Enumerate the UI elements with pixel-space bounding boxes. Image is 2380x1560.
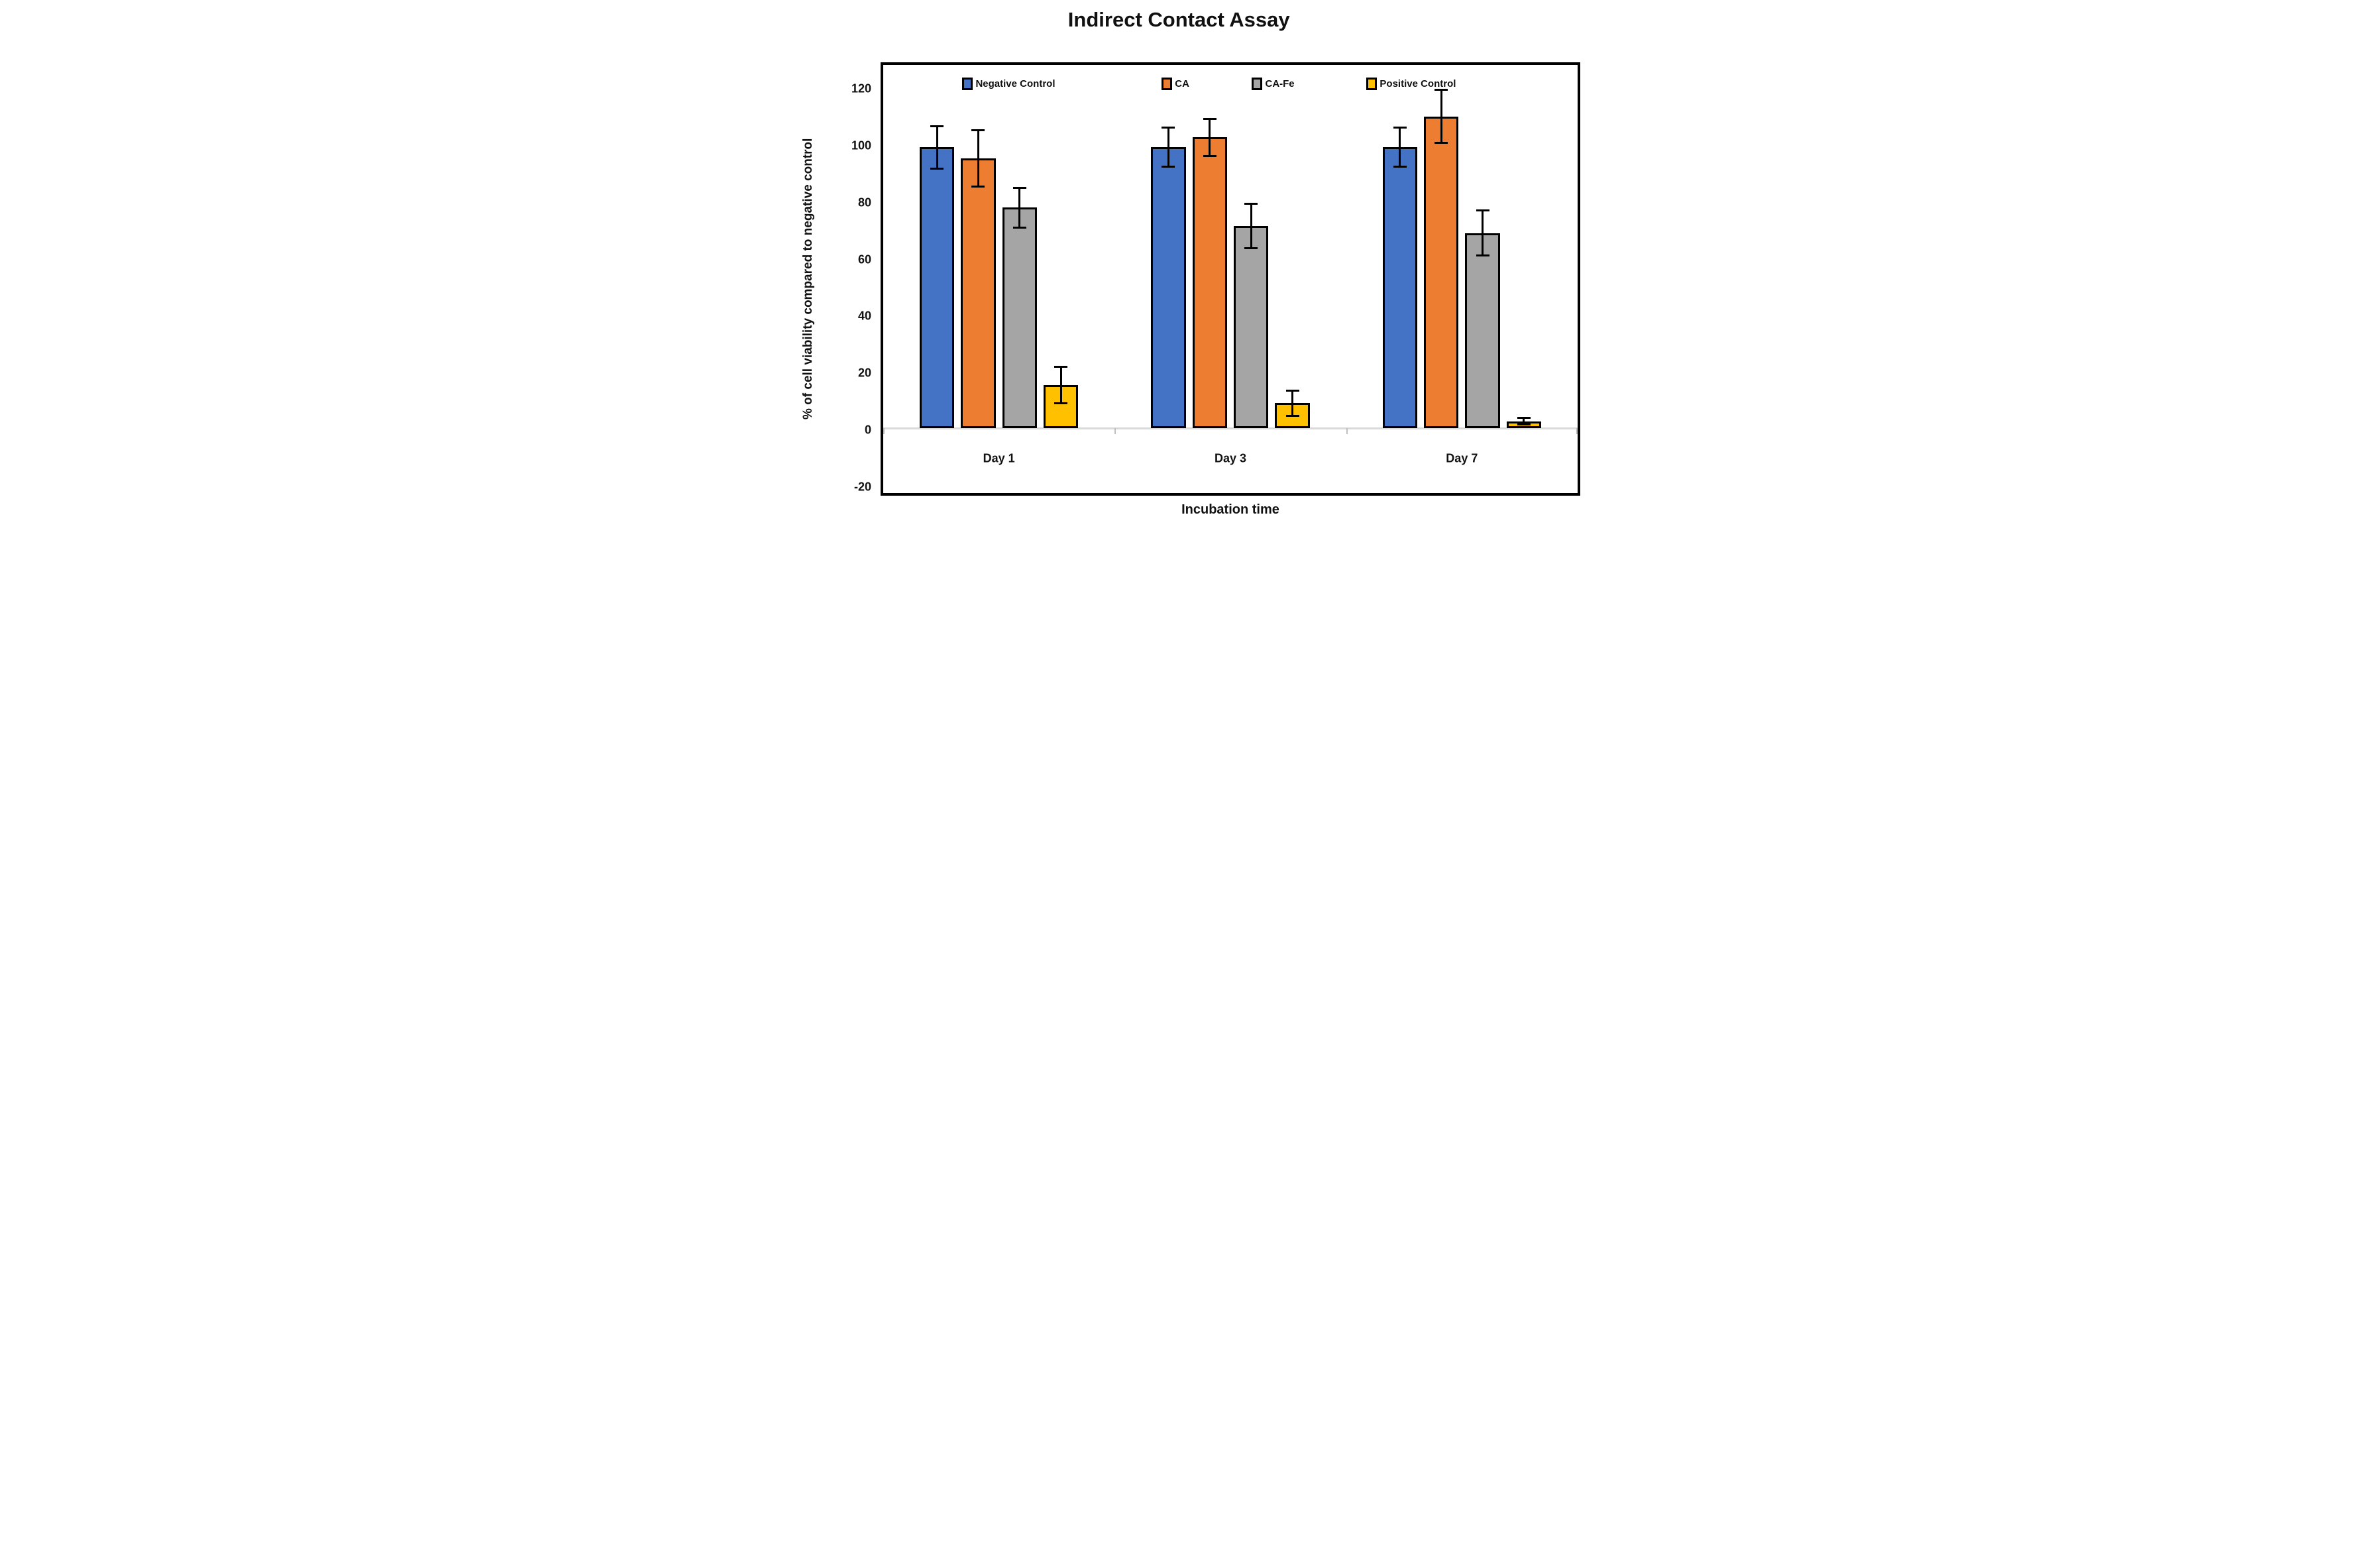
- error-bar-cap: [1012, 187, 1026, 190]
- y-tick-label-60: 60: [857, 252, 871, 266]
- error-bar-cap: [1162, 127, 1175, 129]
- category-axis-tick: [1576, 428, 1578, 435]
- error-bar-cap: [1054, 402, 1068, 404]
- category-label-day-1: Day 1: [983, 451, 1015, 465]
- chart-canvas: Indirect Contact Assay % of cell viabili…: [792, 0, 1588, 521]
- legend-item-ca: CA: [1162, 78, 1189, 91]
- error-bar-cap: [1434, 88, 1448, 91]
- error-bar-positive-control-day-7: [1523, 418, 1525, 425]
- y-tick-label-80: 80: [857, 195, 871, 209]
- y-tick-label--20: -20: [853, 480, 871, 494]
- category-label-day-3: Day 3: [1214, 451, 1247, 465]
- legend-marker-ca-fe-icon: [1252, 78, 1263, 91]
- error-bar-cap: [1244, 247, 1258, 250]
- category-label-day-7: Day 7: [1446, 451, 1478, 465]
- category-axis-tick: [1114, 428, 1116, 435]
- legend-marker-ca-icon: [1162, 78, 1173, 91]
- error-bar-cap: [1054, 365, 1068, 368]
- bar-ca-fe-day-1: [1002, 207, 1038, 429]
- bar-ca-fe-day-7: [1465, 233, 1500, 429]
- error-bar-cap: [971, 186, 985, 188]
- error-bar-cap: [1476, 209, 1489, 212]
- y-tick-label-100: 100: [851, 139, 871, 152]
- bar-ca-day-1: [961, 158, 996, 429]
- bar-ca-day-7: [1423, 116, 1459, 429]
- legend-marker-positive-control-icon: [1366, 78, 1378, 91]
- error-bar-cap: [1517, 417, 1531, 419]
- legend-label: Negative Control: [975, 78, 1055, 90]
- x-axis-title: Incubation time: [1181, 502, 1279, 517]
- error-bar-ca-fe-day-3: [1250, 203, 1252, 249]
- error-bar-cap: [1476, 254, 1489, 257]
- error-bar-cap: [1393, 127, 1407, 129]
- error-bar-cap: [1012, 226, 1026, 229]
- bar-negative-control-day-3: [1151, 147, 1186, 429]
- legend-label: Positive Control: [1379, 78, 1456, 90]
- error-bar-positive-control-day-3: [1291, 390, 1294, 416]
- y-tick-label-20: 20: [857, 366, 871, 380]
- bar-negative-control-day-7: [1382, 147, 1417, 429]
- error-bar-cap: [1285, 389, 1299, 392]
- bar-ca-fe-day-3: [1233, 226, 1269, 429]
- y-tick-label-0: 0: [864, 423, 871, 437]
- legend-item-ca-fe: CA-Fe: [1252, 78, 1295, 91]
- error-bar-cap: [1162, 166, 1175, 168]
- error-bar-cap: [930, 167, 944, 170]
- chart-title: Indirect Contact Assay: [1067, 8, 1290, 31]
- plot-area: Negative Control CA CA-Fe Positive Control D…: [881, 62, 1580, 496]
- y-tick-label-40: 40: [857, 309, 871, 323]
- category-axis-tick: [1346, 428, 1348, 435]
- error-bar-cap: [1203, 154, 1217, 157]
- category-axis-tick: [883, 428, 885, 435]
- error-bar-ca-fe-day-7: [1482, 210, 1484, 256]
- legend-label: CA: [1175, 78, 1189, 90]
- error-bar-negative-control-day-3: [1167, 127, 1169, 167]
- error-bar-cap: [1285, 414, 1299, 417]
- legend-item-negative-control: Negative Control: [962, 78, 1055, 91]
- error-bar-ca-day-3: [1209, 119, 1211, 156]
- legend-label: CA-Fe: [1265, 78, 1295, 90]
- error-bar-cap: [1517, 423, 1531, 426]
- legend-marker-negative-control-icon: [962, 78, 973, 91]
- error-bar-cap: [971, 129, 985, 132]
- bar-negative-control-day-1: [919, 147, 955, 429]
- legend-item-positive-control: Positive Control: [1366, 78, 1456, 91]
- error-bar-cap: [930, 125, 944, 127]
- error-bar-ca-day-7: [1440, 89, 1442, 143]
- error-bar-cap: [1393, 166, 1407, 168]
- error-bar-positive-control-day-1: [1059, 366, 1062, 404]
- error-bar-cap: [1203, 118, 1217, 121]
- y-axis-tick-labels: 120 100 80 60 40 20 0 -20: [792, 62, 875, 496]
- error-bar-ca-day-1: [977, 130, 979, 187]
- error-bar-cap: [1434, 142, 1448, 144]
- bar-ca-day-3: [1192, 137, 1227, 429]
- error-bar-negative-control-day-7: [1399, 127, 1401, 167]
- error-bar-ca-fe-day-1: [1018, 188, 1021, 228]
- zero-baseline: [883, 427, 1578, 430]
- y-tick-label-120: 120: [851, 82, 871, 95]
- error-bar-cap: [1244, 202, 1258, 205]
- error-bar-negative-control-day-1: [936, 126, 938, 169]
